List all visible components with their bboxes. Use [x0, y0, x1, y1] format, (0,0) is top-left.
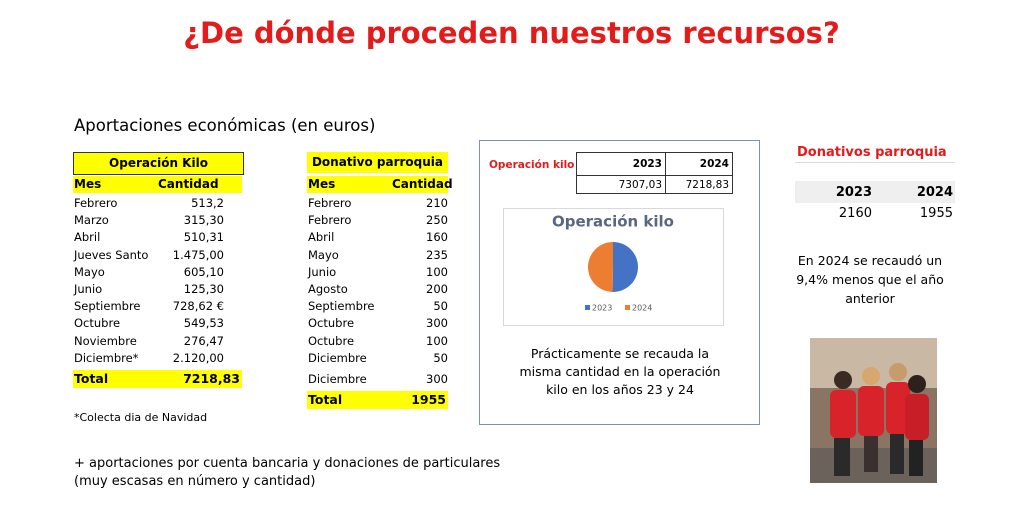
total-label: Total [308, 392, 343, 408]
amount: 2.120,00 [172, 350, 224, 365]
legend-swatch [585, 305, 590, 310]
amount: 200 [426, 282, 448, 296]
amount: 250 [426, 213, 448, 228]
donativos-note: En 2024 se recaudó un 9,4% menos que el a… [790, 251, 950, 308]
summary: Prácticamente se recauda la misma cantida… [480, 345, 760, 399]
summary-line: kilo en los años 23 y 24 [546, 382, 694, 397]
amount: 125,30 [183, 282, 224, 296]
legend-swatch [625, 305, 630, 310]
header-band [73, 176, 242, 193]
amount: 100 [426, 264, 448, 279]
year-header: 2024 [699, 158, 729, 170]
note-line: (muy escasas en número y cantidad) [74, 474, 316, 489]
comparison-label: Operación kilo [489, 159, 575, 171]
month: Febrero [308, 213, 352, 228]
chart-title: Operación kilo [552, 213, 674, 231]
month: Diciembre* [74, 350, 139, 365]
month: Agosto [308, 282, 348, 296]
comparison-grid: 2023 2024 7307,03 7218,83 [576, 152, 733, 194]
amount: 7218,83 [685, 179, 729, 191]
month: Junio [308, 264, 337, 279]
column-header: Mes [308, 177, 336, 191]
grid-line [665, 153, 666, 193]
pie-slice [612, 242, 639, 292]
donativos-title: Donativos parroquia [797, 145, 947, 160]
month: Febrero [308, 196, 352, 210]
amount: 50 [433, 350, 448, 365]
summary-line: Prácticamente se recauda la [530, 346, 710, 361]
table-title: Donativo parroquia [307, 152, 448, 173]
amount: 510,31 [183, 230, 224, 245]
amount: 513,2 [191, 196, 224, 210]
amount: 160 [426, 230, 448, 245]
amount: 210 [426, 196, 448, 210]
total-label: Total [74, 371, 109, 386]
month: Diciembre [308, 372, 367, 386]
table-title: Operación Kilo [73, 152, 244, 175]
year-header: 2023 [632, 158, 662, 170]
comparison-box [479, 140, 760, 425]
month: Febrero [74, 196, 118, 210]
header-band [307, 176, 448, 193]
amount: 300 [426, 372, 448, 386]
month: Octubre [308, 333, 355, 348]
photo [810, 338, 937, 483]
month: Septiembre [74, 299, 141, 314]
amount: 300 [426, 316, 448, 331]
pie-slice [588, 242, 613, 292]
month: Diciembre [308, 350, 367, 365]
month: Octubre [308, 316, 355, 331]
column-header: Cantidad [158, 177, 219, 191]
header-band [795, 181, 955, 203]
amount: 100 [426, 333, 448, 348]
year-header: 2024 [916, 185, 953, 200]
legend-label: 2023 [592, 304, 612, 313]
total-amount: 1955 [411, 392, 446, 408]
amount: 315,30 [183, 213, 224, 228]
amount: 50 [433, 299, 448, 314]
total-band [73, 370, 242, 388]
note-line: En 2024 se recaudó un [797, 253, 943, 268]
amount: 276,47 [183, 333, 224, 348]
rule [795, 162, 955, 163]
month: Junio [74, 282, 103, 296]
amount: 728,62 € [172, 299, 224, 314]
chart-frame [503, 208, 724, 326]
amount: 1955 [919, 206, 953, 221]
people [830, 363, 929, 476]
column-header: Cantidad [392, 177, 453, 191]
legend-label: 2024 [632, 304, 652, 313]
month: Abril [308, 230, 335, 245]
column-header: Mes [74, 177, 102, 191]
total-band [307, 391, 448, 410]
note-line: + aportaciones por cuenta bancaria y don… [74, 456, 501, 471]
amount: 1.475,00 [172, 247, 224, 262]
amount: 2160 [838, 206, 872, 221]
total-amount: 7218,83 [183, 371, 240, 386]
amount: 235 [426, 247, 448, 262]
subtitle: Aportaciones económicas (en euros) [74, 116, 376, 135]
note-line: 9,4% menos que el año [796, 272, 944, 287]
month: Septiembre [308, 299, 375, 314]
month: Mayo [74, 264, 105, 279]
pie-chart: Operación kilo 2023 2024 [552, 213, 674, 313]
footnote: *Colecta dia de Navidad [74, 411, 208, 424]
title: ¿De dónde proceden nuestros recursos? [183, 16, 840, 50]
month: Marzo [74, 213, 109, 228]
note-line: anterior [845, 291, 895, 306]
month: Octubre [74, 316, 121, 331]
amount: 7307,03 [618, 179, 662, 191]
grid-line [577, 175, 732, 176]
month: Mayo [308, 247, 339, 262]
month: Jueves Santo [74, 247, 149, 262]
month: Noviembre [74, 333, 137, 348]
summary-line: misma cantidad en la operación [519, 364, 721, 379]
month: Abril [74, 230, 101, 245]
amount: 549,53 [183, 316, 224, 331]
amount: 605,10 [183, 264, 224, 279]
note: + aportaciones por cuenta bancaria y don… [74, 455, 500, 491]
year-header: 2023 [835, 185, 872, 200]
